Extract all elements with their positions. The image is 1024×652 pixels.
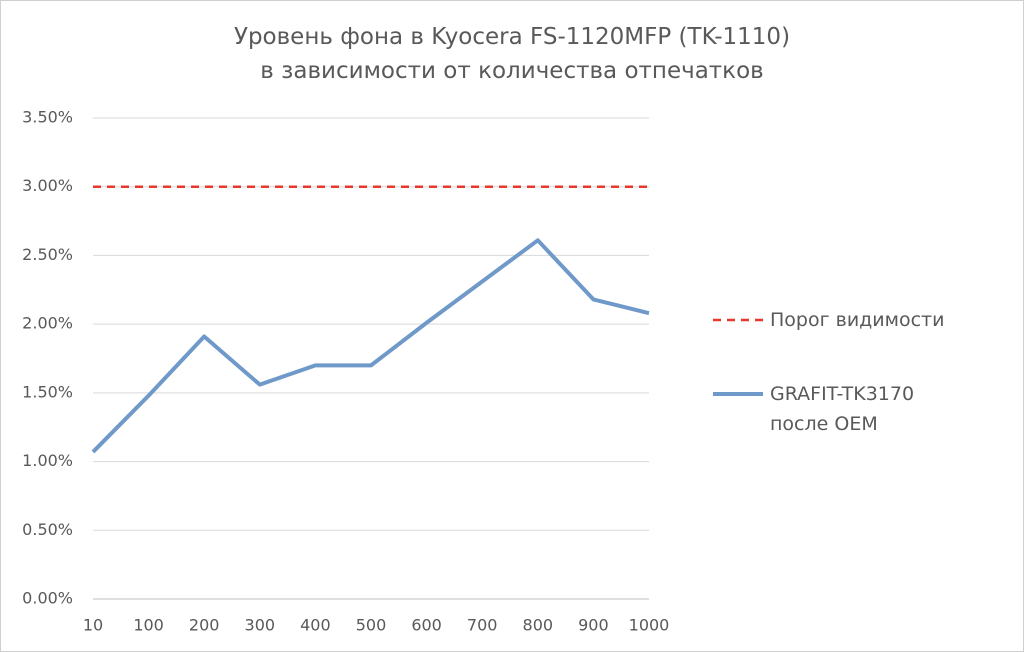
x-tick-label: 900 [578,616,609,635]
x-tick-label: 400 [300,616,331,635]
y-tick-label: 0.50% [22,520,73,539]
x-tick-label: 500 [356,616,387,635]
x-tick-label: 200 [189,616,220,635]
series-line [91,238,650,454]
x-tick-label: 10 [83,616,103,635]
y-tick-label: 1.50% [22,382,73,401]
x-tick-label: 100 [133,616,164,635]
x-tick-label: 800 [523,616,554,635]
y-tick-label: 2.00% [22,314,73,333]
x-tick-label: 300 [245,616,276,635]
chart-title: Уровень фона в Kyocera FS-1120MFP (TK-11… [233,24,791,84]
x-tick-label: 700 [467,616,498,635]
y-tick-label: 3.50% [22,108,73,127]
y-tick-label: 2.50% [22,245,73,264]
legend-label: GRAFIT-TK3170 после OEM [770,383,915,435]
y-tick-label: 0.00% [22,589,73,608]
y-tick-label: 1.00% [22,451,73,470]
x-tick-label: 1000 [629,616,670,635]
x-tick-label: 600 [411,616,442,635]
y-tick-label: 3.00% [22,176,73,195]
legend-label: Порог видимости [770,309,945,331]
